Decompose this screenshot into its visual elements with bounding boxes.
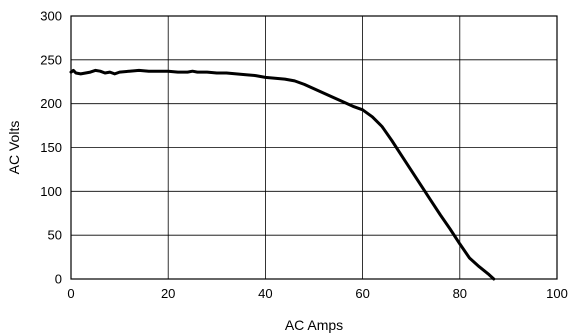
y-tick-label: 300 [40, 9, 62, 24]
y-tick-label: 200 [40, 96, 62, 111]
y-tick-label: 50 [48, 228, 62, 243]
x-tick-label: 0 [67, 286, 74, 301]
x-tick-label: 100 [546, 286, 568, 301]
y-tick-label: 100 [40, 184, 62, 199]
x-axis-title: AC Amps [285, 317, 343, 333]
x-tick-label: 40 [258, 286, 272, 301]
y-axis-title: AC Volts [6, 121, 22, 175]
y-tick-label: 150 [40, 140, 62, 155]
y-tick-label: 0 [55, 272, 62, 287]
chart-grid [71, 16, 557, 279]
x-tick-label: 80 [453, 286, 467, 301]
y-tick-label: 250 [40, 52, 62, 67]
x-tick-label: 20 [161, 286, 175, 301]
x-tick-label: 60 [355, 286, 369, 301]
series-line [69, 68, 496, 281]
y-axis-ticks: 0 50 100 150 200 250 300 [40, 9, 62, 287]
plot-area-frame [70, 15, 558, 280]
x-axis-ticks: 0 20 40 60 80 100 [67, 286, 567, 301]
